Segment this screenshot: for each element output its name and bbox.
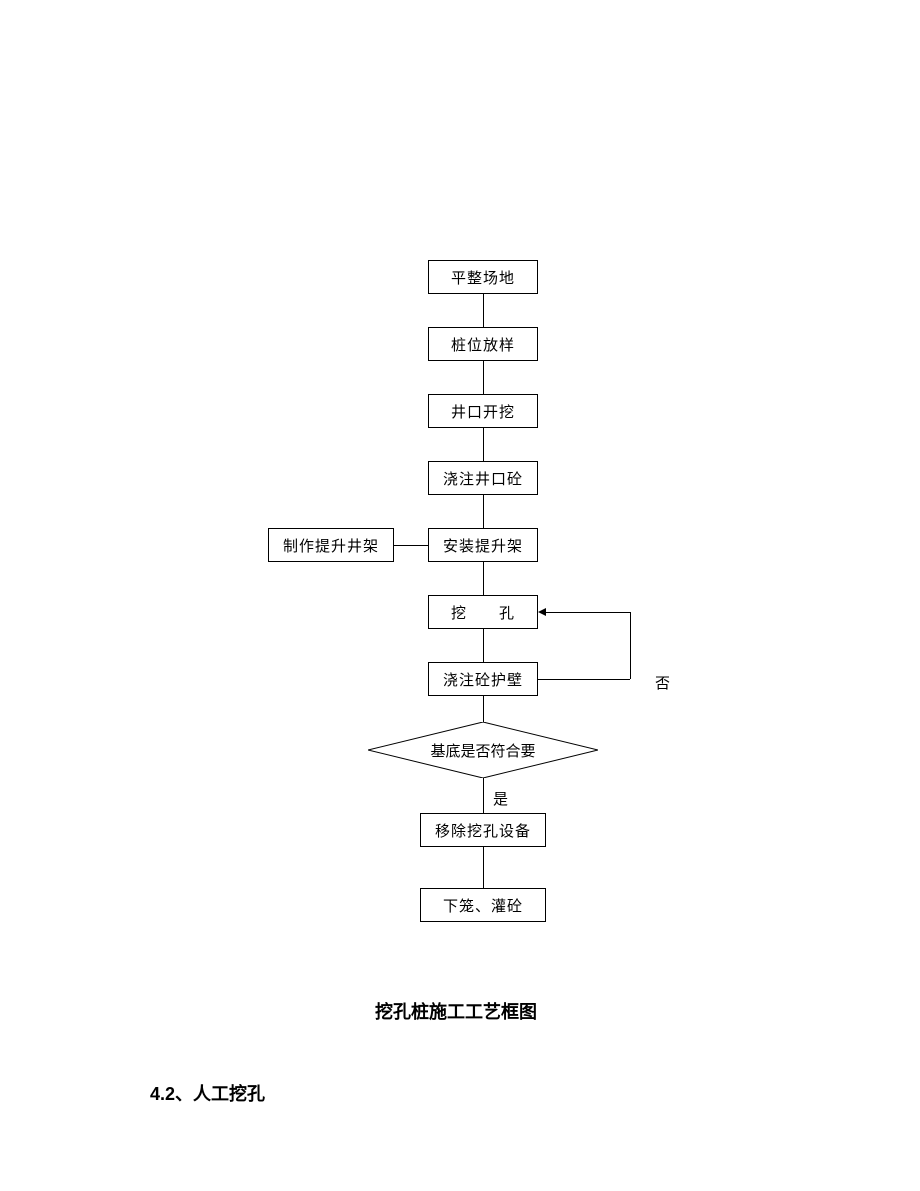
edge — [483, 294, 484, 327]
edge — [483, 847, 484, 888]
node-cage-concrete: 下笼、灌砼 — [420, 888, 546, 922]
node-label: 挖 孔 — [451, 602, 515, 623]
node-label: 制作提升井架 — [283, 535, 379, 556]
node-drill: 挖 孔 — [428, 595, 538, 629]
node-label: 浇注井口砼 — [443, 468, 523, 489]
arrowhead-icon — [538, 608, 546, 616]
node-label: 桩位放样 — [451, 334, 515, 355]
node-label: 平整场地 — [451, 267, 515, 288]
node-level-site: 平整场地 — [428, 260, 538, 294]
edge-no — [630, 612, 631, 679]
node-label: 井口开挖 — [451, 401, 515, 422]
edge-no — [538, 679, 630, 680]
figure-caption: 挖孔桩施工工艺框图 — [375, 998, 537, 1024]
edge-no — [546, 612, 630, 613]
edge — [394, 545, 428, 546]
edge-label-no: 否 — [655, 672, 670, 693]
edge — [483, 562, 484, 595]
edge-yes — [483, 778, 484, 813]
edge — [483, 428, 484, 461]
node-label: 安装提升架 — [443, 535, 523, 556]
node-make-hoist: 制作提升井架 — [268, 528, 394, 562]
node-remove-equipment: 移除挖孔设备 — [420, 813, 546, 847]
node-label: 下笼、灌砼 — [443, 895, 523, 916]
node-label: 浇注砼护壁 — [443, 669, 523, 690]
section-heading: 4.2、人工挖孔 — [150, 1080, 265, 1106]
edge — [483, 361, 484, 394]
edge — [483, 696, 484, 722]
node-pour-wall: 浇注砼护壁 — [428, 662, 538, 696]
edge — [483, 629, 484, 662]
node-label: 移除挖孔设备 — [435, 820, 531, 841]
decision-label: 基底是否符合要 — [368, 722, 598, 778]
node-setout: 桩位放样 — [428, 327, 538, 361]
node-pour-opening: 浇注井口砼 — [428, 461, 538, 495]
node-opening-excavate: 井口开挖 — [428, 394, 538, 428]
node-install-hoist: 安装提升架 — [428, 528, 538, 562]
edge — [483, 495, 484, 528]
edge-label-yes: 是 — [493, 788, 508, 809]
